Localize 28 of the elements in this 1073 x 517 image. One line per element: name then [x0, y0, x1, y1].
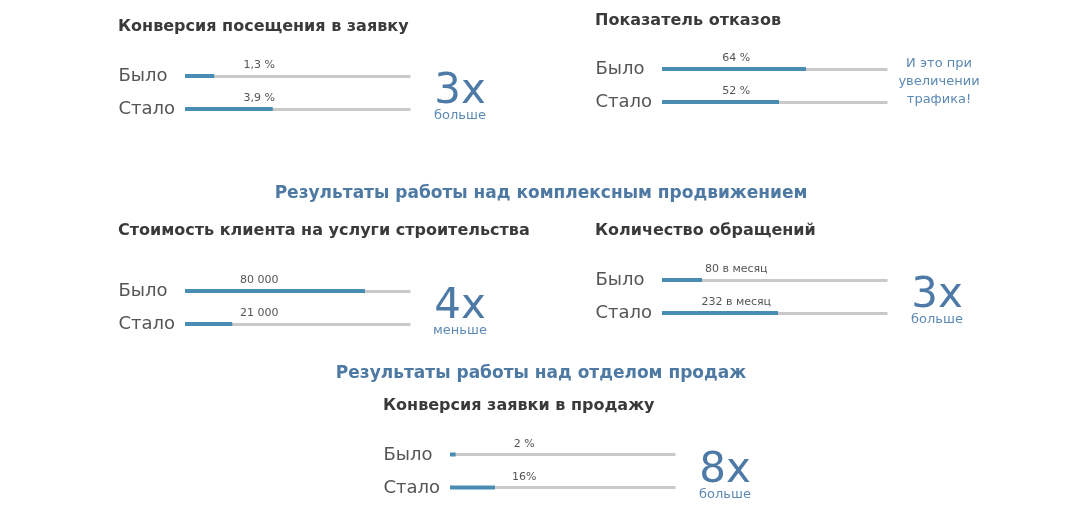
data-label: 80 в месяц	[704, 262, 768, 275]
data-label: 1,3 %	[243, 58, 275, 71]
y-tick-label: Стало	[118, 97, 176, 118]
data-label: 52 %	[722, 84, 751, 97]
y-tick-label: Было	[595, 268, 645, 289]
y-tick-label: Было	[118, 279, 168, 300]
data-label: 16%	[512, 469, 537, 483]
data-label: 2 %	[513, 436, 535, 450]
data-label: 80 000	[240, 273, 279, 286]
chart-title: Количество обращений	[595, 220, 816, 239]
text: Результаты работы над комплексным продвижением	[274, 182, 808, 202]
y-tick-label: Было	[595, 57, 645, 78]
y-tick-label: Было	[118, 64, 168, 85]
chart-title: Конверсия заявки в продажу	[383, 394, 656, 414]
y-tick-label: Стало	[595, 301, 653, 322]
data-label: 3,9 %	[243, 91, 275, 104]
y-tick-label: Стало	[383, 475, 441, 497]
chart-title: Конверсия посещения в заявку	[118, 16, 410, 35]
text: И это при увеличении трафика!	[898, 54, 980, 106]
text: Результаты работы над отделом продаж	[335, 362, 747, 382]
data-label: 232 в месяц	[701, 295, 772, 308]
y-tick-label: Было	[383, 442, 433, 464]
chart-title: Показатель отказов	[595, 10, 781, 29]
y-tick-label: Стало	[595, 90, 653, 111]
data-label: 21 000	[240, 306, 279, 319]
data-label: 64 %	[722, 51, 751, 64]
y-tick-label: Стало	[118, 312, 176, 333]
chart-title: Стоимость клиента на услуги строительства	[118, 220, 530, 239]
